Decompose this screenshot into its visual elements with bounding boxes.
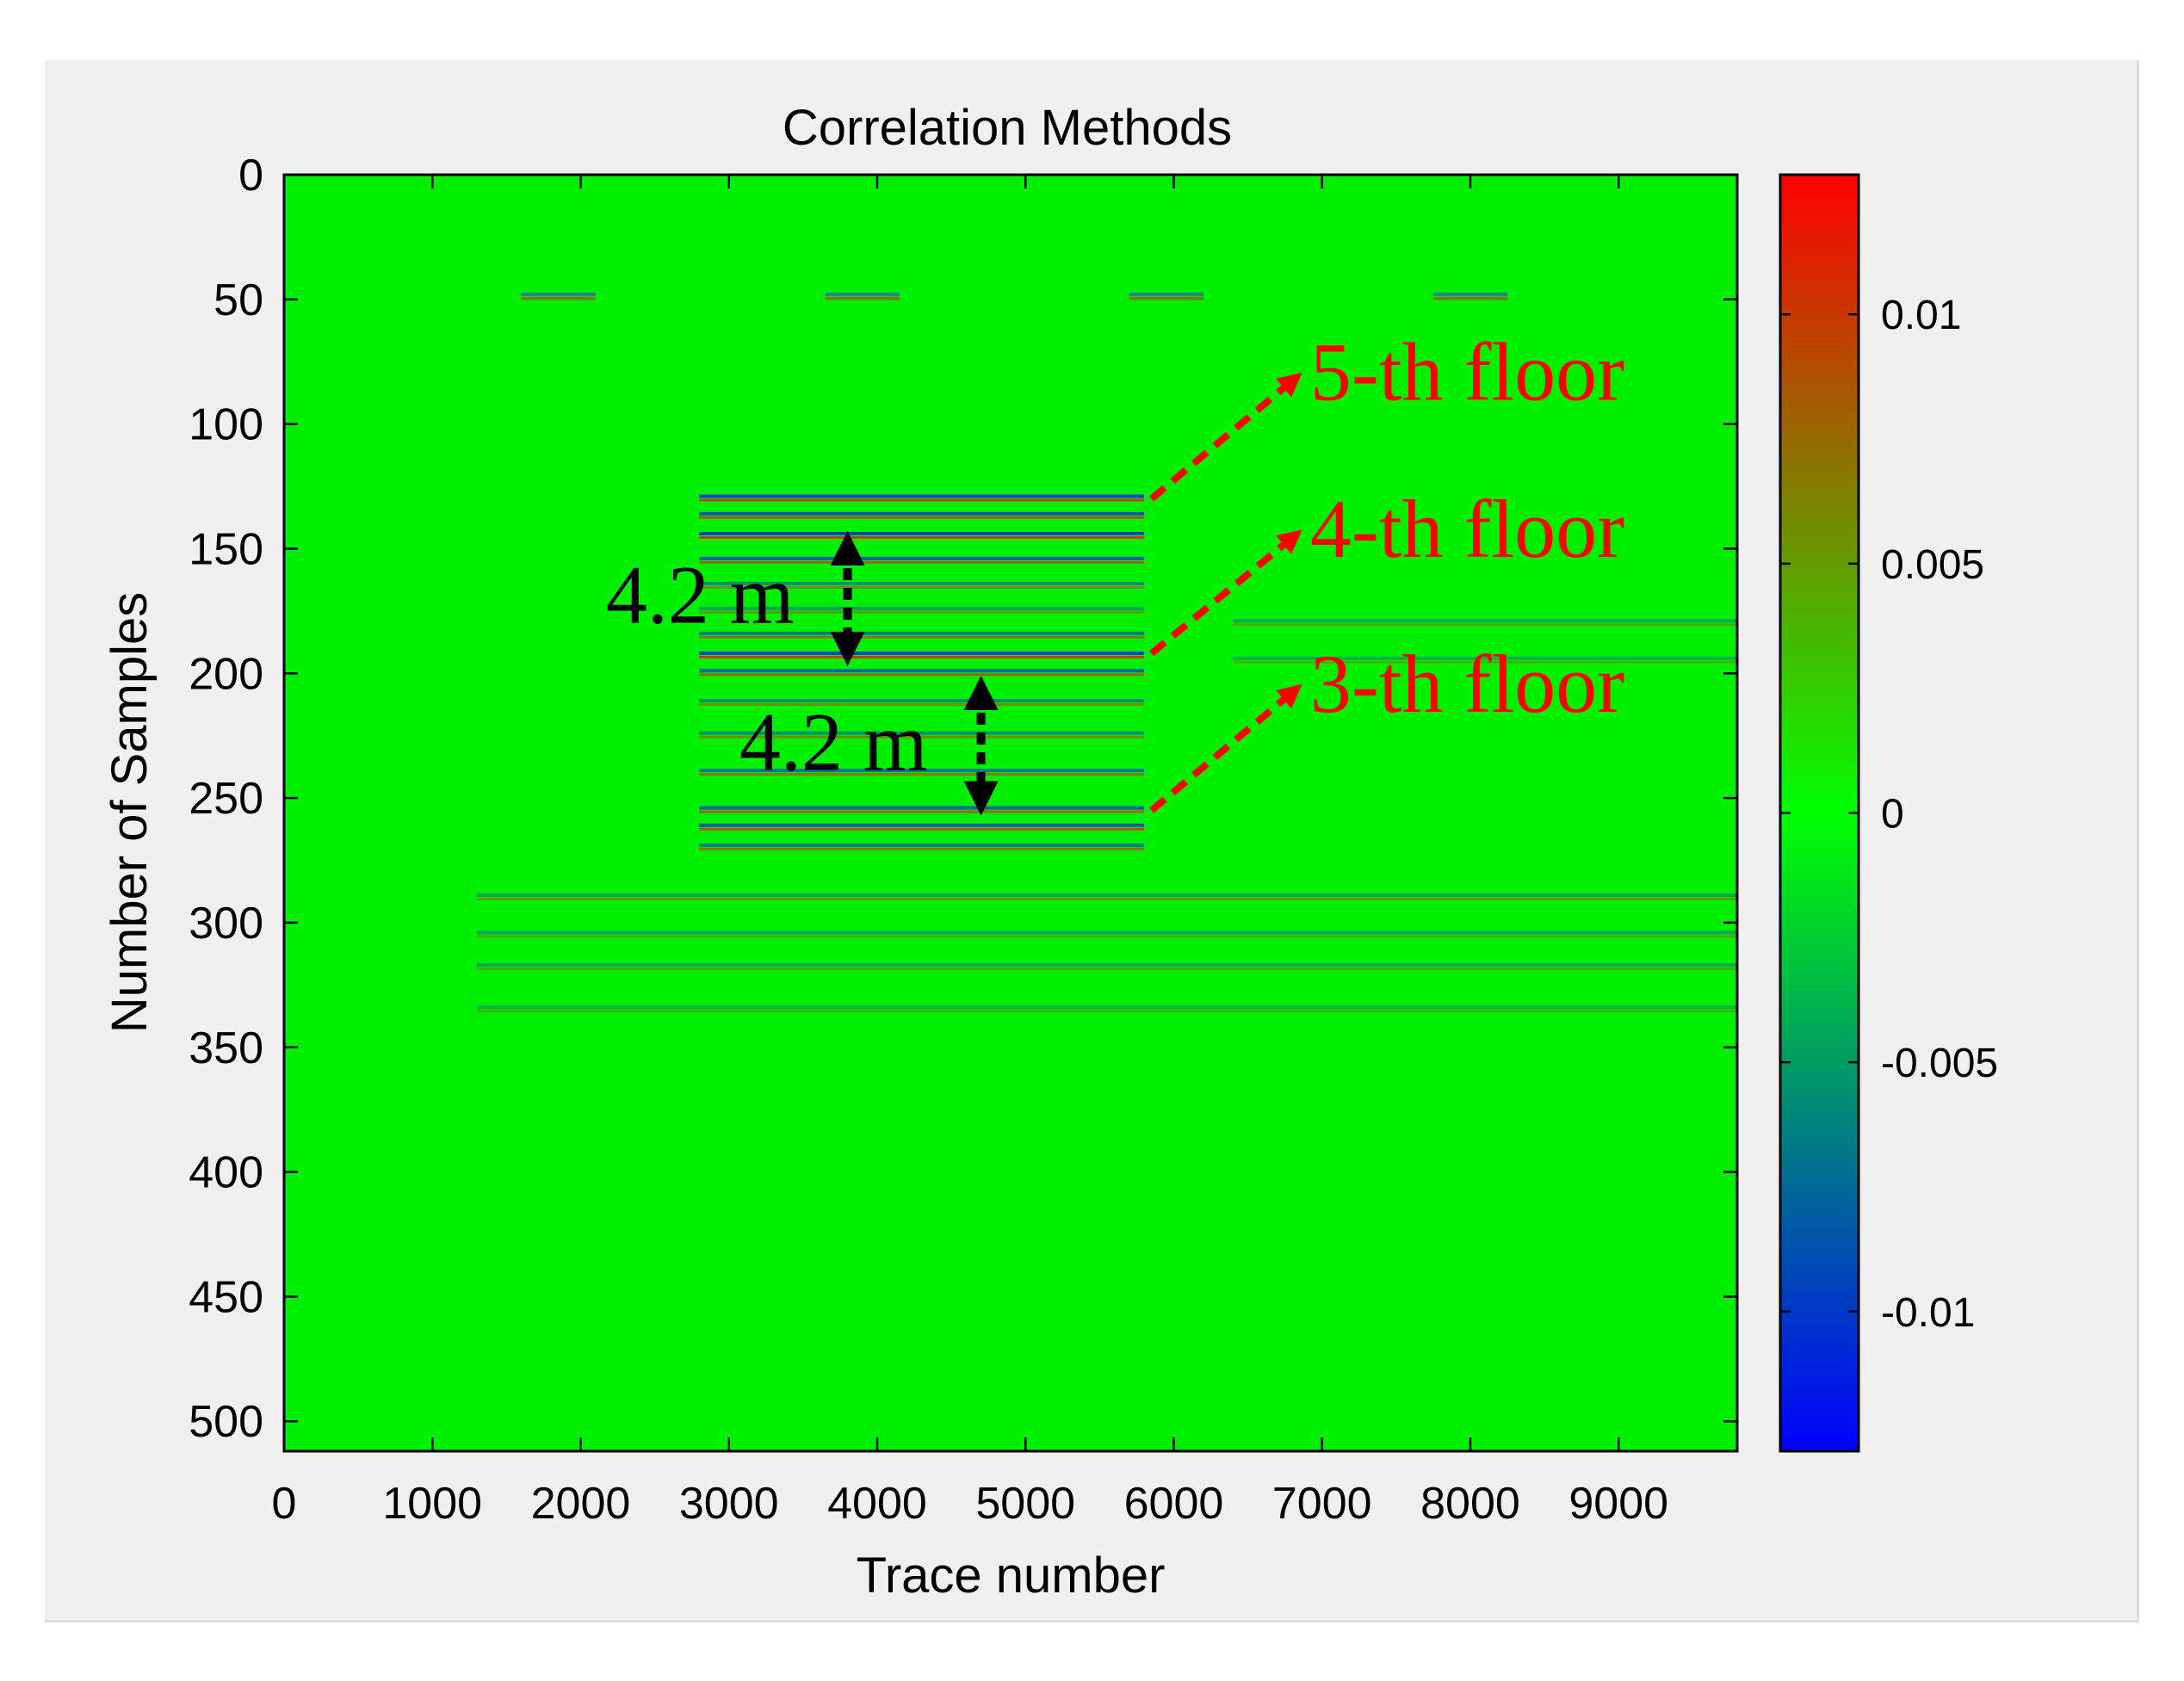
y-tick-label: 250	[189, 774, 263, 824]
reflector-band-18	[476, 1005, 1737, 1010]
y-tick-label: 400	[189, 1148, 263, 1198]
reflector-band-7	[699, 652, 1145, 656]
x-tick-label: 8000	[1420, 1479, 1520, 1529]
y-tick-label: 350	[189, 1023, 263, 1073]
reflector-band-red-15	[476, 897, 1737, 900]
reflector-band-red-16	[476, 935, 1737, 938]
reflector-band-12	[699, 806, 1145, 810]
reflector-band-red-1	[699, 516, 1145, 519]
reflector-band-3	[699, 556, 1145, 560]
x-axis-label: Trace number	[857, 1548, 1166, 1604]
y-tick-label: 200	[189, 649, 263, 699]
floor-arrow-1	[1149, 529, 1302, 657]
colorbar-tick-label: 0.005	[1881, 542, 1984, 588]
colorbar	[1779, 173, 1860, 1453]
top-mark-2	[1129, 292, 1203, 296]
reflector-band-11	[699, 769, 1145, 773]
reflector-band-1	[699, 511, 1145, 516]
top-mark-3	[1432, 292, 1508, 296]
top-mark-red-1	[825, 296, 900, 300]
reflector-band-13	[699, 823, 1145, 827]
y-tick-label: 100	[189, 400, 263, 450]
reflector-band-2	[699, 531, 1145, 535]
x-tick-label: 3000	[679, 1479, 779, 1529]
x-tick-label: 2000	[531, 1479, 631, 1529]
floor-label: 4-th floor	[1310, 483, 1624, 575]
x-tick-label: 6000	[1124, 1479, 1224, 1529]
reflector-band-red-10	[699, 735, 1145, 739]
y-tick-label: 50	[213, 275, 263, 325]
top-mark-1	[825, 292, 900, 296]
y-tick-label: 300	[189, 899, 263, 949]
y-tick-label: 450	[189, 1272, 263, 1322]
reflector-band-0	[699, 494, 1145, 498]
reflector-band-17	[476, 963, 1737, 967]
chart-title: Correlation Methods	[783, 100, 1232, 156]
reflector-band-15	[476, 893, 1737, 897]
x-tick-label: 5000	[975, 1479, 1075, 1529]
reflector-band-red-12	[699, 810, 1145, 813]
reflector-band-red-7	[699, 656, 1145, 659]
reflector-band-red-11	[699, 773, 1145, 776]
reflector-band-red-8	[699, 673, 1145, 677]
reflector-band-4	[699, 581, 1145, 585]
reflector-band-red-14	[699, 848, 1145, 851]
colorbar-tick-label: -0.01	[1881, 1290, 1975, 1336]
reflector-band-14	[699, 844, 1145, 848]
x-tick-label: 7000	[1272, 1479, 1372, 1529]
y-tick-label: 150	[189, 524, 263, 574]
reflector-band-red-9	[699, 703, 1145, 707]
reflector-band-red-6	[699, 635, 1145, 639]
x-tick-label: 4000	[827, 1479, 927, 1529]
reflector-band-red-18	[476, 1010, 1737, 1013]
x-tick-label: 1000	[382, 1479, 482, 1529]
floor-label: 3-th floor	[1310, 638, 1624, 730]
top-mark-red-0	[521, 296, 596, 300]
floor-arrow-2	[1149, 683, 1302, 813]
top-mark-red-2	[1129, 296, 1203, 300]
top-mark-0	[521, 292, 596, 296]
reflector-band-red-17	[476, 967, 1737, 971]
top-mark-red-3	[1432, 296, 1508, 300]
reflector-band-red-20	[1233, 660, 1737, 664]
reflector-band-red-5	[699, 610, 1145, 614]
y-tick-label: 0	[238, 151, 263, 201]
reflector-band-10	[699, 731, 1145, 735]
spacing-label: 4.2 m	[739, 695, 928, 788]
spacing-label: 4.2 m	[606, 548, 795, 640]
reflector-band-red-4	[699, 585, 1145, 589]
reflector-band-red-19	[1233, 623, 1737, 627]
plot-frame	[282, 173, 1739, 1453]
reflector-band-red-2	[699, 535, 1145, 539]
reflector-band-red-0	[699, 498, 1145, 502]
colorbar-tick-label: 0	[1881, 792, 1904, 837]
x-tick-label: 9000	[1568, 1479, 1668, 1529]
reflector-band-9	[699, 699, 1145, 703]
floor-arrow-0	[1149, 372, 1302, 502]
reflector-band-16	[476, 930, 1737, 935]
reflector-band-red-13	[699, 827, 1145, 831]
reflector-band-6	[699, 631, 1145, 635]
reflector-band-20	[1233, 656, 1737, 660]
y-axis-label: Number of Samples	[102, 592, 158, 1034]
reflector-band-5	[699, 606, 1145, 610]
reflector-band-19	[1233, 619, 1737, 623]
x-tick-label: 0	[272, 1479, 297, 1529]
floor-label: 5-th floor	[1310, 326, 1624, 418]
colorbar-tick-label: 0.01	[1881, 293, 1961, 338]
reflector-band-red-3	[699, 560, 1145, 564]
reflector-band-8	[699, 669, 1145, 673]
y-tick-label: 500	[189, 1397, 263, 1447]
colorbar-tick-label: -0.005	[1881, 1041, 1998, 1086]
